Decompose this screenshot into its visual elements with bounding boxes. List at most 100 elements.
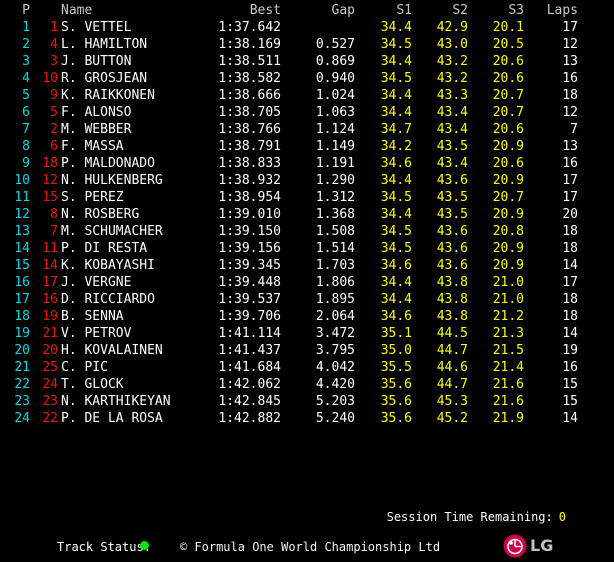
row-1-cell-no: 1 bbox=[50, 20, 58, 35]
row-19-cell-s1: 35.1 bbox=[380, 326, 412, 341]
row-8-cell-pos: 8 bbox=[22, 139, 30, 154]
row-5-cell-s2: 43.3 bbox=[436, 88, 468, 103]
row-14-cell-best: 1:39.156 bbox=[218, 241, 281, 256]
row-22-cell-s2: 44.7 bbox=[436, 377, 468, 392]
row-16-cell-s3: 21.0 bbox=[492, 275, 524, 290]
row-17-cell-laps: 18 bbox=[562, 292, 578, 307]
row-7-cell-s3: 20.6 bbox=[492, 122, 524, 137]
row-12-cell-s2: 43.5 bbox=[436, 207, 468, 222]
row-23-cell-no: 23 bbox=[42, 394, 58, 409]
row-14-cell-no: 11 bbox=[42, 241, 58, 256]
row-5-cell-s1: 34.4 bbox=[380, 88, 412, 103]
row-24-cell-s3: 21.9 bbox=[492, 411, 524, 426]
row-10-cell-pos: 10 bbox=[14, 173, 30, 188]
row-12-cell-best: 1:39.010 bbox=[218, 207, 281, 222]
row-24-cell-gap: 5.240 bbox=[315, 411, 355, 426]
row-19-cell-s3: 21.3 bbox=[492, 326, 524, 341]
row-15-cell-pos: 15 bbox=[14, 258, 30, 273]
row-8-cell-name: F. MASSA bbox=[61, 139, 124, 154]
row-17-cell-s1: 34.4 bbox=[380, 292, 412, 307]
row-8-cell-best: 1:38.791 bbox=[218, 139, 281, 154]
row-21-cell-s2: 44.6 bbox=[436, 360, 468, 375]
row-12-cell-name: N. ROSBERG bbox=[61, 207, 140, 222]
row-23-cell-s1: 35.6 bbox=[380, 394, 412, 409]
row-5-cell-laps: 18 bbox=[562, 88, 578, 103]
row-18-cell-best: 1:39.706 bbox=[218, 309, 281, 324]
row-17-cell-gap: 1.895 bbox=[315, 292, 355, 307]
row-12-cell-no: 8 bbox=[50, 207, 58, 222]
row-23-cell-s2: 45.3 bbox=[436, 394, 468, 409]
row-15-cell-best: 1:39.345 bbox=[218, 258, 281, 273]
row-23-cell-s3: 21.6 bbox=[492, 394, 524, 409]
row-13-cell-gap: 1.508 bbox=[315, 224, 355, 239]
row-4-cell-s2: 43.2 bbox=[436, 71, 468, 86]
row-23-cell-pos: 23 bbox=[14, 394, 30, 409]
row-14-cell-s1: 34.5 bbox=[380, 241, 412, 256]
row-7-cell-pos: 7 bbox=[22, 122, 30, 137]
row-14-cell-s2: 43.6 bbox=[436, 241, 468, 256]
row-17-cell-best: 1:39.537 bbox=[218, 292, 281, 307]
row-12-cell-laps: 20 bbox=[562, 207, 578, 222]
row-18-cell-s1: 34.6 bbox=[380, 309, 412, 324]
row-21-cell-gap: 4.042 bbox=[315, 360, 355, 375]
row-1-cell-pos: 1 bbox=[22, 20, 30, 35]
row-20-cell-best: 1:41.437 bbox=[218, 343, 281, 358]
row-2-cell-pos: 2 bbox=[22, 37, 30, 52]
row-21-cell-laps: 16 bbox=[562, 360, 578, 375]
row-6-cell-laps: 12 bbox=[562, 105, 578, 120]
row-21-cell-s3: 21.4 bbox=[492, 360, 524, 375]
row-20-cell-no: 20 bbox=[42, 343, 58, 358]
session-time-label: Session Time Remaining: bbox=[386, 510, 553, 524]
row-15-cell-name: K. KOBAYASHI bbox=[61, 258, 155, 273]
row-6-cell-s3: 20.7 bbox=[492, 105, 524, 120]
row-23-cell-laps: 15 bbox=[562, 394, 578, 409]
row-18-cell-s2: 43.8 bbox=[436, 309, 468, 324]
row-8-cell-s2: 43.5 bbox=[436, 139, 468, 154]
row-21-cell-pos: 21 bbox=[14, 360, 30, 375]
row-13-cell-s3: 20.8 bbox=[492, 224, 524, 239]
row-24-cell-name: P. DE LA ROSA bbox=[61, 411, 163, 426]
row-21-cell-no: 25 bbox=[42, 360, 58, 375]
row-19-cell-s2: 44.5 bbox=[436, 326, 468, 341]
timing-table: P Name Best Gap S1 S2 S3 Laps 1 1 S. VETTEL 1:37.64… bbox=[0, 2, 578, 427]
row-16-cell-name: J. VERGNE bbox=[61, 275, 132, 290]
row-1-cell-best: 1:37.642 bbox=[218, 20, 281, 35]
row-10-cell-gap: 1.290 bbox=[315, 173, 355, 188]
row-7-cell-s1: 34.7 bbox=[380, 122, 412, 137]
row-13-cell-laps: 18 bbox=[562, 224, 578, 239]
row-2-cell-s2: 43.0 bbox=[436, 37, 468, 52]
row-17-cell-pos: 17 bbox=[14, 292, 30, 307]
row-21-cell-s1: 35.5 bbox=[380, 360, 412, 375]
row-13-cell-name: M. SCHUMACHER bbox=[61, 224, 163, 239]
row-11-cell-pos: 11 bbox=[14, 190, 30, 205]
row-23-cell-gap: 5.203 bbox=[315, 394, 355, 409]
row-15-cell-s2: 43.6 bbox=[436, 258, 468, 273]
row-16-cell-no: 17 bbox=[42, 275, 58, 290]
row-9-cell-best: 1:38.833 bbox=[218, 156, 281, 171]
row-16-cell-laps: 17 bbox=[562, 275, 578, 290]
row-21-cell-name: C. PIC bbox=[61, 360, 108, 375]
row-19-cell-gap: 3.472 bbox=[315, 326, 355, 341]
row-4-cell-pos: 4 bbox=[22, 71, 30, 86]
row-3-cell-gap: 0.869 bbox=[315, 54, 355, 69]
row-19-cell-best: 1:41.114 bbox=[218, 326, 281, 341]
row-18-cell-s3: 21.2 bbox=[492, 309, 524, 324]
row-2-cell-best: 1:38.169 bbox=[218, 37, 281, 52]
lg-wordmark: LG bbox=[530, 536, 554, 555]
row-14-cell-s3: 20.9 bbox=[492, 241, 524, 256]
row-22-cell-s1: 35.6 bbox=[380, 377, 412, 392]
row-22-cell-name: T. GLOCK bbox=[61, 377, 124, 392]
row-13-cell-pos: 13 bbox=[14, 224, 30, 239]
row-8-cell-no: 6 bbox=[50, 139, 58, 154]
row-20-cell-gap: 3.795 bbox=[315, 343, 355, 358]
row-1-cell-laps: 17 bbox=[562, 20, 578, 35]
row-3-cell-no: 3 bbox=[50, 54, 58, 69]
row-13-cell-best: 1:39.150 bbox=[218, 224, 281, 239]
row-14-cell-laps: 18 bbox=[562, 241, 578, 256]
row-20-cell-laps: 19 bbox=[562, 343, 578, 358]
row-22-cell-laps: 15 bbox=[562, 377, 578, 392]
row-16-cell-s1: 34.4 bbox=[380, 275, 412, 290]
row-3-cell-s1: 34.4 bbox=[380, 54, 412, 69]
row-3-cell-best: 1:38.511 bbox=[218, 54, 281, 69]
